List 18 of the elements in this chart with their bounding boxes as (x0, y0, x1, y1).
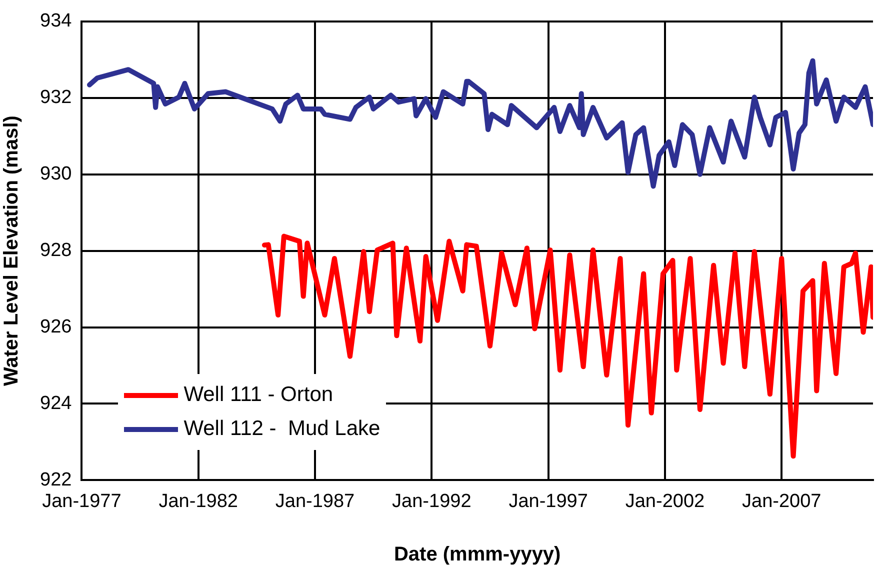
y-axis-title: Water Level Elevation (masl) (0, 116, 23, 386)
y-tick-label: 924 (40, 392, 72, 414)
y-tick-label: 928 (40, 240, 72, 262)
x-tick-label: Jan-1982 (158, 490, 238, 512)
x-axis-title: Date (mmm-yyyy) (394, 544, 561, 566)
x-tick-label: Jan-2007 (742, 490, 822, 512)
x-tick-label: Jan-1992 (392, 490, 472, 512)
x-tick-label: Jan-1977 (42, 490, 122, 512)
x-tick-label: Jan-1997 (508, 490, 588, 512)
x-tick-label: Jan-2002 (625, 490, 705, 512)
legend-label: Well 112 - Mud Lake (184, 417, 380, 442)
x-tick-label: Jan-1987 (275, 490, 355, 512)
y-tick-label: 934 (40, 10, 72, 32)
y-tick-label: 922 (40, 469, 72, 490)
legend-label: Well 111 - Orton (184, 383, 334, 408)
y-tick-label: 932 (40, 87, 72, 108)
y-tick-label: 926 (40, 316, 72, 338)
y-tick-label: 930 (40, 164, 72, 185)
